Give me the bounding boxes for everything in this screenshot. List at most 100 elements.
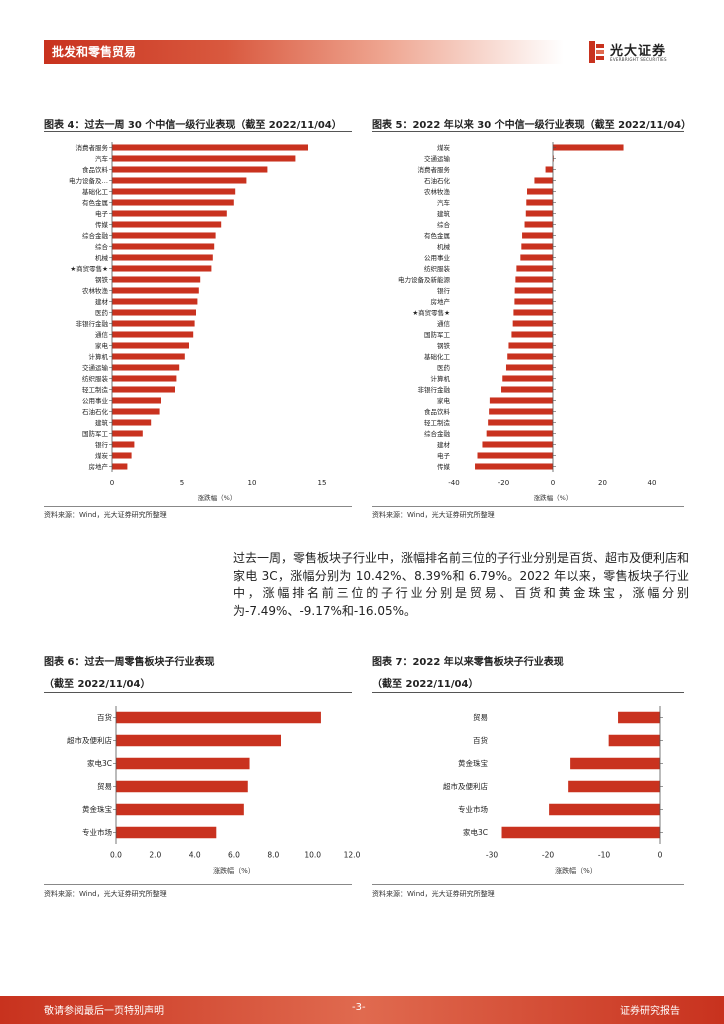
category-label: 百货 [97, 712, 112, 722]
bar-传媒 [475, 463, 553, 470]
category-label: 轻工制造 [82, 385, 109, 394]
x-axis-label: 涨跌幅（%） [198, 493, 237, 502]
category-label: 公用事业 [82, 396, 109, 405]
category-label: 贸易 [97, 781, 112, 791]
figure-5-bottom-rule [372, 506, 684, 507]
bar-综合 [112, 243, 215, 250]
x-tick-label: 2.0 [149, 851, 161, 860]
category-label: 交通运输 [424, 154, 451, 163]
bar-纺织服装 [516, 265, 553, 272]
category-label: 建材 [437, 440, 451, 449]
bar-非银行金融 [501, 386, 553, 393]
figure-7-bottom-rule [372, 884, 684, 885]
bar-煤炭 [112, 452, 132, 459]
category-label: 非银行金融 [418, 385, 451, 394]
x-tick-label: 0 [658, 851, 663, 860]
bar-专业市场 [116, 826, 217, 839]
bar-电子 [477, 452, 553, 459]
bar-超市及便利店 [116, 734, 282, 747]
category-label: 电力设备及新能源 [398, 275, 451, 284]
bar-非银行金融 [112, 320, 195, 327]
category-label: 轻工制造 [424, 418, 451, 427]
x-tick-label: 12.0 [344, 851, 361, 860]
bar-计算机 [112, 353, 185, 360]
category-label: 机械 [95, 253, 109, 262]
section-title: 批发和零售贸易 [52, 45, 137, 59]
figure-7-title-date: （截至 2022/11/04） [372, 679, 479, 690]
figure-5-source: 资料来源：Wind，光大证券研究所整理 [372, 511, 495, 519]
bar-有色金属 [522, 232, 553, 239]
bar-建材 [112, 298, 198, 305]
category-label: 有色金属 [424, 231, 450, 240]
category-label: 房地产 [431, 297, 451, 306]
category-label: 黄金珠宝 [458, 758, 488, 768]
category-label: 基础化工 [424, 352, 451, 361]
bar-家电3C [116, 757, 250, 770]
category-label: 有色金属 [82, 198, 108, 207]
category-label: 国防军工 [82, 429, 109, 438]
figure-4-title: 图表 4：过去一周 30 个中信一级行业表现（截至 2022/11/04） [44, 120, 342, 131]
figure-6-title-date: （截至 2022/11/04） [44, 679, 151, 690]
figure-6-source: 资料来源：Wind，光大证券研究所整理 [44, 890, 167, 898]
bar-综合 [524, 221, 553, 228]
bar-公用事业 [112, 397, 161, 404]
x-tick-label: 8.0 [267, 851, 279, 860]
category-label: 非银行金融 [76, 319, 109, 328]
bar-家电3C [501, 826, 660, 839]
bar-钢铁 [508, 342, 553, 349]
bar-建材 [482, 441, 553, 448]
figure-5-chart: 煤炭交通运输消费者服务石油石化农林牧渔汽车建筑综合有色金属机械公用事业纺织服装电… [398, 142, 657, 502]
category-label: 农林牧渔 [424, 187, 451, 196]
bar-汽车 [526, 199, 553, 206]
category-label: 综合 [437, 220, 451, 229]
figure-4-top-rule [44, 131, 352, 132]
bar-黄金珠宝 [116, 803, 244, 816]
bar-电子 [112, 210, 227, 217]
category-label: 家电 [95, 341, 109, 350]
x-tick-label: -20 [542, 851, 554, 860]
category-label: 石油石化 [82, 407, 109, 416]
x-tick-label: -30 [486, 851, 498, 860]
bar-房地产 [514, 298, 553, 305]
x-tick-label: 5 [180, 479, 184, 487]
category-label: 综合 [95, 242, 109, 251]
category-label: 计算机 [431, 374, 451, 383]
bar-轻工制造 [112, 386, 175, 393]
category-label: 超市及便利店 [443, 781, 488, 791]
category-label: ★商贸零售★ [70, 264, 108, 273]
x-tick-label: 0.0 [110, 851, 122, 860]
category-label: 建筑 [95, 418, 109, 427]
bar-公用事业 [520, 254, 553, 261]
page-number: -3- [352, 1002, 366, 1013]
x-tick-label: 10 [248, 479, 257, 487]
category-label: 百货 [473, 735, 488, 745]
figure-6-bottom-rule [44, 884, 352, 885]
category-label: 电力设备及… [69, 176, 108, 185]
bar-贸易 [116, 780, 248, 793]
category-label: 计算机 [89, 352, 109, 361]
category-label: 传媒 [437, 462, 451, 471]
figure-5-top-rule [372, 131, 684, 132]
category-label: 家电3C [87, 758, 112, 768]
x-tick-label: 40 [648, 479, 657, 487]
x-tick-label: 20 [598, 479, 607, 487]
bar-国防军工 [112, 430, 143, 437]
bar-传媒 [112, 221, 222, 228]
bar-有色金属 [112, 199, 234, 206]
category-label: 通信 [437, 319, 451, 328]
bar-煤炭 [553, 144, 624, 151]
logo-icon [589, 41, 604, 63]
bar-百货 [608, 734, 660, 747]
category-label: 医药 [95, 308, 109, 317]
category-label: 专业市场 [82, 827, 112, 837]
bar-轻工制造 [488, 419, 553, 426]
bar-医药 [505, 364, 553, 371]
category-label: 煤炭 [95, 451, 109, 460]
category-label: 纺织服装 [424, 264, 451, 273]
bar-石油石化 [112, 408, 160, 415]
x-tick-label: -10 [598, 851, 610, 860]
bar-综合金融 [112, 232, 216, 239]
